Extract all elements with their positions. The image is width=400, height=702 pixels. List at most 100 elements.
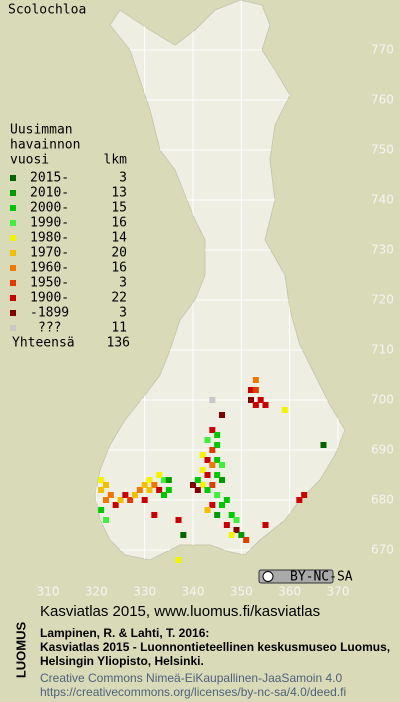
occurrence-square xyxy=(180,532,187,538)
occurrence-square xyxy=(132,492,138,498)
occurrence-square xyxy=(146,487,153,493)
x-tick-label: 310 xyxy=(37,585,60,599)
occurrence-square xyxy=(199,467,206,473)
x-tick-label: 320 xyxy=(85,585,108,599)
x-tick-label: 330 xyxy=(133,585,156,599)
occurrence-square xyxy=(136,487,143,493)
occurrence-square xyxy=(252,377,259,383)
occurrence-square xyxy=(238,532,245,538)
legend-count: 3 xyxy=(119,171,127,186)
legend-count: 16 xyxy=(111,216,127,231)
x-tick-label: 370 xyxy=(327,585,350,599)
y-tick-label: 700 xyxy=(371,393,394,407)
y-tick-label: 670 xyxy=(371,543,394,557)
occurrence-square xyxy=(190,482,196,488)
occurrence-square xyxy=(161,492,167,498)
y-tick-label: 710 xyxy=(371,343,394,357)
occurrence-square xyxy=(219,502,225,508)
occurrence-square xyxy=(209,462,216,468)
occurrence-square xyxy=(141,497,148,503)
legend-count-header: lkm xyxy=(104,153,128,168)
occurrence-square xyxy=(156,487,163,493)
x-tick-label: 360 xyxy=(278,585,301,599)
occurrence-square xyxy=(151,482,158,488)
occurrence-square xyxy=(127,497,134,503)
legend-swatch xyxy=(10,220,16,226)
occurrence-square xyxy=(214,512,221,518)
license: https://creativecommons.org/licenses/by-… xyxy=(40,685,346,699)
occurrence-square xyxy=(103,482,109,488)
occurrence-square xyxy=(194,477,201,483)
occurrence-square xyxy=(146,477,153,483)
legend-label: 1970- xyxy=(30,246,69,261)
occurrence-square xyxy=(156,472,163,478)
headline: Kasviatlas 2015, www.luomus.fi/kasviatla… xyxy=(40,603,320,620)
occurrence-square xyxy=(262,402,269,408)
legend-swatch xyxy=(10,295,16,301)
legend-label: 1990- xyxy=(30,216,69,231)
occurrence-square xyxy=(219,477,225,483)
citation: Kasviatlas 2015 - Luonnontieteellinen ke… xyxy=(40,640,390,654)
occurrence-square xyxy=(296,497,303,503)
occurrence-square xyxy=(204,507,211,513)
occurrence-square xyxy=(219,412,225,418)
legend-count: 3 xyxy=(119,276,127,291)
legend-swatch xyxy=(10,280,16,286)
occurrence-square xyxy=(204,487,211,493)
legend: Uusimman havainnon vuosi lkm Yhteensä 13… xyxy=(10,123,130,351)
occurrence-square xyxy=(214,492,221,498)
occurrence-square xyxy=(151,512,158,518)
x-tick-label: 340 xyxy=(182,585,205,599)
occurrence-square xyxy=(209,482,216,488)
legend-label: 2010- xyxy=(30,186,69,201)
occurrence-square xyxy=(165,477,172,483)
occurrence-square xyxy=(122,492,129,498)
legend-swatch xyxy=(10,190,16,196)
y-tick-label: 720 xyxy=(371,293,394,307)
occurrence-square xyxy=(194,487,201,493)
legend-swatch xyxy=(10,235,16,241)
citation: Lampinen, R. & Lahti, T. 2016: xyxy=(40,626,209,640)
occurrence-square xyxy=(204,437,211,443)
occurrence-square xyxy=(175,517,182,523)
occurrence-square xyxy=(214,472,221,478)
legend-count: 16 xyxy=(111,261,127,276)
legend-count: 11 xyxy=(111,321,127,336)
legend-total-label: Yhteensä xyxy=(12,336,75,351)
occurrence-square xyxy=(141,482,148,488)
legend-swatch xyxy=(10,250,16,256)
y-tick-label: 750 xyxy=(371,143,394,157)
legend-swatch xyxy=(10,205,16,211)
legend-swatch xyxy=(10,310,16,316)
occurrence-square xyxy=(243,537,250,543)
logo: LUOMUS xyxy=(13,622,28,679)
occurrence-square xyxy=(98,477,105,483)
occurrence-square xyxy=(199,452,206,458)
legend-swatch xyxy=(10,175,16,181)
legend-header: Uusimman xyxy=(10,123,73,138)
occurrence-square xyxy=(117,497,124,503)
occurrence-square xyxy=(204,457,211,463)
points xyxy=(98,377,327,563)
y-tick-label: 760 xyxy=(371,93,394,107)
y-tick-label: 740 xyxy=(371,193,394,207)
legend-count: 15 xyxy=(111,201,127,216)
title: Scolochloa xyxy=(8,3,86,18)
legend-header: havainnon xyxy=(10,138,80,153)
occurrence-square xyxy=(98,487,105,493)
y-tick-label: 730 xyxy=(371,243,394,257)
badge-text: BY-NC-SA xyxy=(290,570,353,585)
occurrence-square xyxy=(214,442,221,448)
occurrence-square xyxy=(214,457,221,463)
occurrence-square xyxy=(103,497,109,503)
occurrence-square xyxy=(209,502,216,508)
x-tick-label: 350 xyxy=(230,585,253,599)
legend-label: 2015- xyxy=(30,171,69,186)
occurrence-square xyxy=(257,397,264,403)
occurrence-square xyxy=(228,512,235,518)
legend-count: 13 xyxy=(111,186,127,201)
occurrence-square xyxy=(165,487,172,493)
occurrence-square xyxy=(233,517,240,523)
occurrence-square xyxy=(248,387,254,393)
